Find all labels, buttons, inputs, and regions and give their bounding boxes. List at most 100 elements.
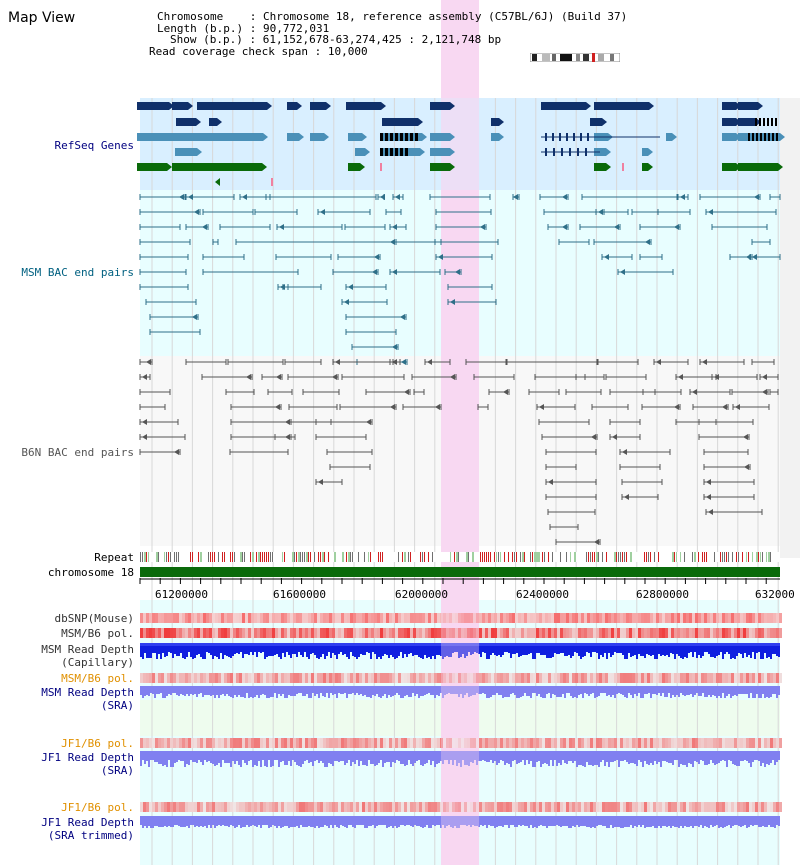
track-label-repeat[interactable]: Repeat <box>94 551 134 564</box>
track-label-refseq-genes[interactable]: RefSeq Genes <box>54 139 134 152</box>
msm-depth-capillary-bar <box>568 643 570 655</box>
track-label-msm-read-depth-sra-line2[interactable]: (SRA) <box>100 699 134 712</box>
refseq-gene <box>348 133 362 141</box>
jf1-depth-sra-bar <box>218 751 220 763</box>
dbsnp-heat <box>452 613 455 623</box>
msm-depth-sra-bar <box>192 686 194 695</box>
chromosome-ideogram[interactable] <box>530 53 620 62</box>
msm-pol-heat <box>521 628 524 638</box>
repeat-mark <box>348 552 350 562</box>
track-label-msm-b6-pol-1[interactable]: MSM/B6 pol. <box>61 627 134 640</box>
msm-depth-capillary-bar <box>498 643 500 655</box>
jf1-depth-sra-bar <box>698 751 700 764</box>
track-label-b6n-bac-end-pairs[interactable]: B6N BAC end pairs <box>21 446 134 459</box>
track-label-jf1-read-depth-trimmed-line2[interactable]: (SRA trimmed) <box>47 829 134 842</box>
dbsnp-heat <box>329 613 332 623</box>
msm-depth-capillary-bar <box>702 643 704 656</box>
dbsnp-heat <box>779 613 782 623</box>
jf1-pol2-heat <box>413 802 416 812</box>
track-label-msm-b6-pol-2[interactable]: MSM/B6 pol. <box>61 672 134 685</box>
track-label-msm-read-depth-capillary-line1[interactable]: MSM Read Depth <box>41 643 134 656</box>
msm-depth-capillary-bar <box>778 643 780 657</box>
dbsnp-heat <box>620 613 623 623</box>
track-label-msm-read-depth-capillary-line2[interactable]: (Capillary) <box>61 656 134 669</box>
msm-pol-heat <box>476 628 479 638</box>
jf1-depth-sra-bar <box>222 751 224 760</box>
jf1-depth-sra-bar <box>746 751 748 761</box>
track-label-jf1-b6-pol-1[interactable]: JF1/B6 pol. <box>61 737 134 750</box>
repeat-mark <box>606 552 607 562</box>
msm-pol2-heat <box>539 673 542 683</box>
jf1-pol1-heat <box>221 738 224 748</box>
msm-depth-capillary-bar <box>546 643 548 658</box>
jf1-depth-trim-bar <box>456 816 458 828</box>
msm-depth-capillary-bar <box>152 643 154 653</box>
msm-pol2-heat <box>515 673 518 683</box>
jf1-depth-sra-bar <box>424 751 426 764</box>
msm-depth-sra-bar <box>166 686 168 696</box>
dbsnp-heat <box>638 613 641 623</box>
refseq-mark <box>271 178 273 186</box>
track-label-jf1-b6-pol-2[interactable]: JF1/B6 pol. <box>61 801 134 814</box>
refseq-gene-arrow <box>420 148 425 156</box>
dbsnp-heat <box>263 613 266 623</box>
axis-tick-label: 61200000 <box>155 588 208 601</box>
msm-depth-capillary-bar <box>304 643 306 652</box>
track-label-msm-read-depth-sra-line1[interactable]: MSM Read Depth <box>41 686 134 699</box>
dbsnp-heat <box>167 613 170 623</box>
msm-depth-sra-bar <box>728 686 730 694</box>
msm-pol-heat <box>623 628 626 638</box>
jf1-depth-sra-bar <box>762 751 764 763</box>
msm-depth-sra-bar <box>482 686 484 693</box>
track-label-msm-bac-end-pairs[interactable]: MSM BAC end pairs <box>21 266 134 279</box>
jf1-pol1-heat <box>629 738 632 748</box>
refseq-gene <box>430 148 450 156</box>
msm-bac-pair-arrow <box>392 269 397 275</box>
msm-depth-capillary-bar <box>278 643 280 657</box>
jf1-depth-sra-bar <box>674 751 676 760</box>
dbsnp-heat <box>230 613 233 623</box>
jf1-pol1-heat <box>758 738 761 748</box>
msm-pol2-heat <box>740 673 743 683</box>
msm-pol-heat <box>704 628 707 638</box>
dbsnp-heat <box>161 613 164 623</box>
jf1-depth-trim-bar <box>444 816 446 828</box>
jf1-pol1-heat <box>224 738 227 748</box>
msm-pol2-heat <box>596 673 599 683</box>
msm-pol2-heat <box>452 673 455 683</box>
msm-depth-capillary-bar <box>566 643 568 656</box>
jf1-pol1-heat <box>422 738 425 748</box>
jf1-depth-sra-bar <box>614 751 616 761</box>
msm-depth-capillary-bar <box>282 643 284 653</box>
track-label-jf1-read-depth-trimmed-line1[interactable]: JF1 Read Depth <box>41 816 134 829</box>
jf1-depth-trim-bar <box>508 816 510 828</box>
msm-depth-sra-bar <box>398 686 400 695</box>
msm-pol2-heat <box>470 673 473 683</box>
msm-pol-heat <box>263 628 266 638</box>
track-label-jf1-read-depth-sra-line1[interactable]: JF1 Read Depth <box>41 751 134 764</box>
msm-depth-sra-bar <box>592 686 594 693</box>
msm-pol2-heat <box>383 673 386 683</box>
msm-depth-capillary-bar <box>584 643 586 656</box>
msm-pol-heat <box>605 628 608 638</box>
track-label-dbsnp[interactable]: dbSNP(Mouse) <box>54 612 134 625</box>
jf1-pol1-heat <box>293 738 296 748</box>
msm-pol-heat <box>377 628 380 638</box>
dbsnp-heat <box>737 613 740 623</box>
dbsnp-heat <box>188 613 191 623</box>
jf1-depth-trim-bar <box>428 816 430 828</box>
msm-bac-pair-arrow <box>455 269 460 275</box>
track-label-chromosome[interactable]: chromosome 18 <box>47 566 134 579</box>
msm-pol2-heat <box>251 673 254 683</box>
msm-bac-pair-arrow <box>754 194 759 200</box>
msm-depth-sra-bar <box>340 686 342 694</box>
jf1-pol1-heat <box>200 738 203 748</box>
msm-depth-capillary-bar <box>600 643 602 655</box>
jf1-pol1-heat <box>155 738 158 748</box>
msm-pol2-heat <box>332 673 335 683</box>
refseq-exon <box>400 148 403 156</box>
b6n-bac-pair-arrow <box>318 479 323 485</box>
msm-depth-sra-bar <box>456 686 458 694</box>
track-label-jf1-read-depth-sra-line2[interactable]: (SRA) <box>100 764 134 777</box>
